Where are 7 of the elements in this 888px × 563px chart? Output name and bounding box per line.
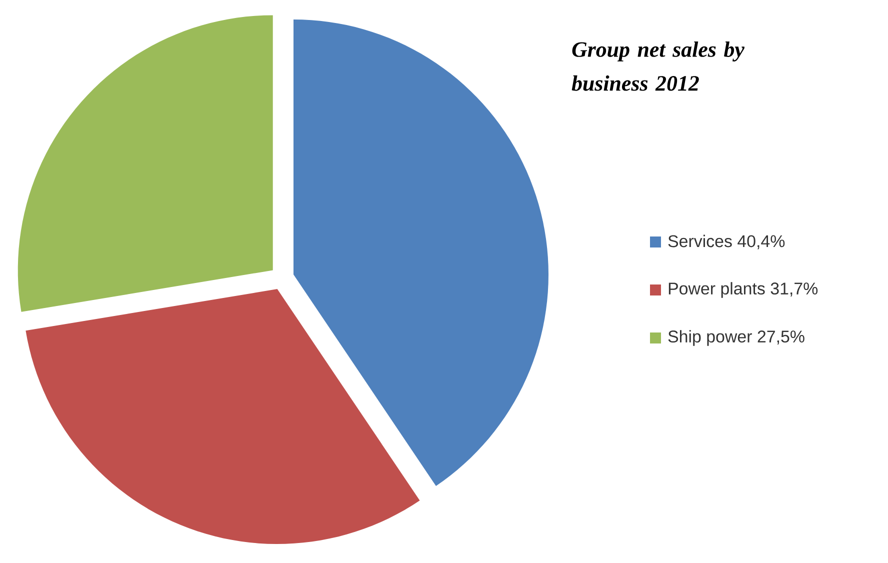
text: Group net sales by business 2012 [572, 42, 744, 91]
data-label: 27,5% [758, 330, 804, 345]
data-label: 31,7% [770, 282, 818, 297]
legend-label: Power plants [668, 282, 765, 298]
legend-label: Services [668, 234, 732, 248]
legend-label: Ship power [668, 330, 752, 346]
data-label: 40,4% [738, 235, 785, 250]
